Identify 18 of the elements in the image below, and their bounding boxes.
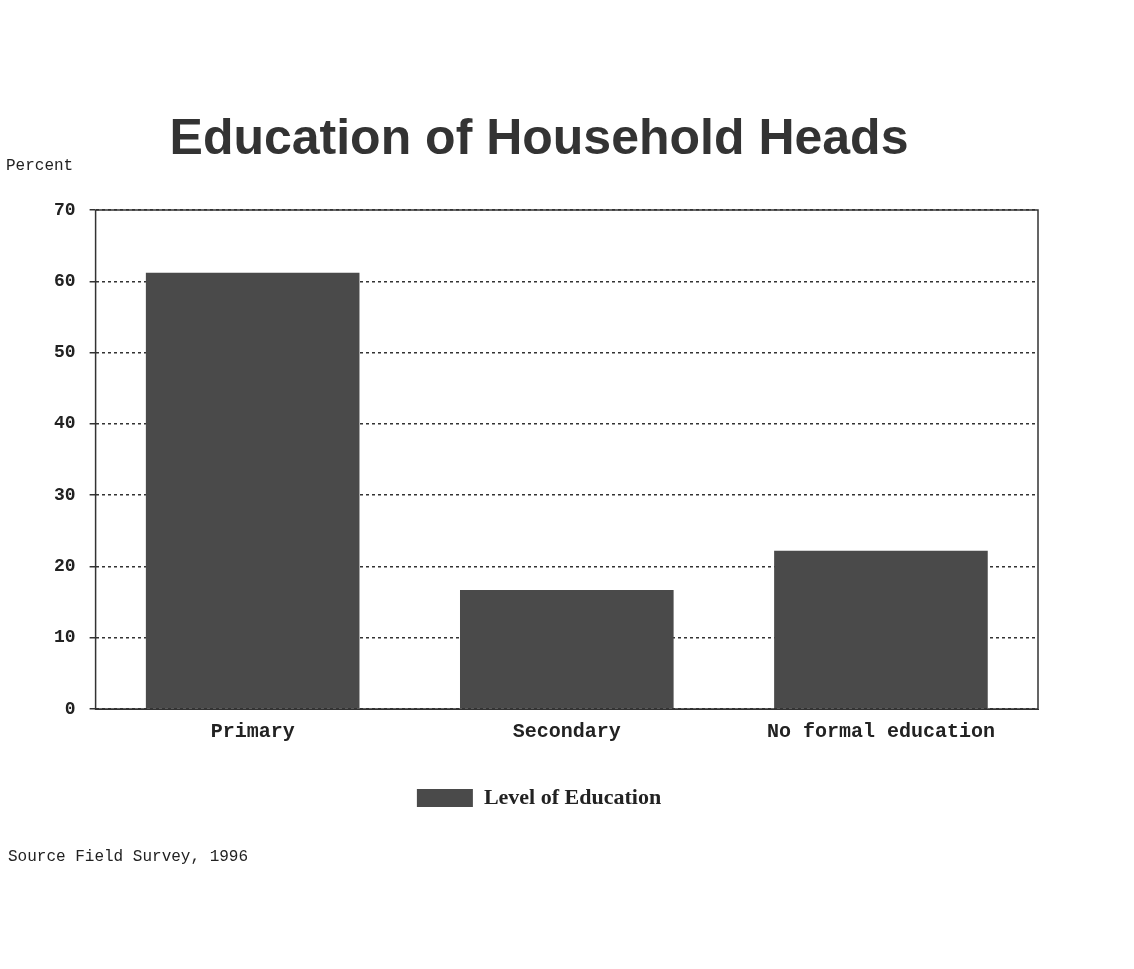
chart-title: Education of Household Heads	[169, 108, 909, 165]
legend-label: Level of Education	[483, 783, 662, 809]
bar	[460, 589, 674, 709]
x-tick-label: No formal education	[766, 720, 995, 744]
y-tick-label: 70	[53, 199, 76, 220]
bar	[145, 272, 360, 709]
y-tick-label: 50	[53, 342, 76, 363]
y-tick-label: 30	[53, 484, 76, 505]
source-note: Source Field Survey, 1996	[8, 848, 249, 867]
y-tick-label: 0	[64, 698, 76, 719]
x-tick-label: Primary	[210, 720, 295, 744]
y-tick-label: 20	[53, 555, 76, 576]
x-tick-label: Secondary	[512, 720, 621, 744]
y-tick-label: 40	[53, 413, 76, 434]
y-axis-title: Percent	[6, 157, 74, 176]
y-tick-label: 10	[53, 627, 76, 648]
bar	[774, 550, 988, 709]
y-tick-label: 60	[53, 270, 76, 291]
